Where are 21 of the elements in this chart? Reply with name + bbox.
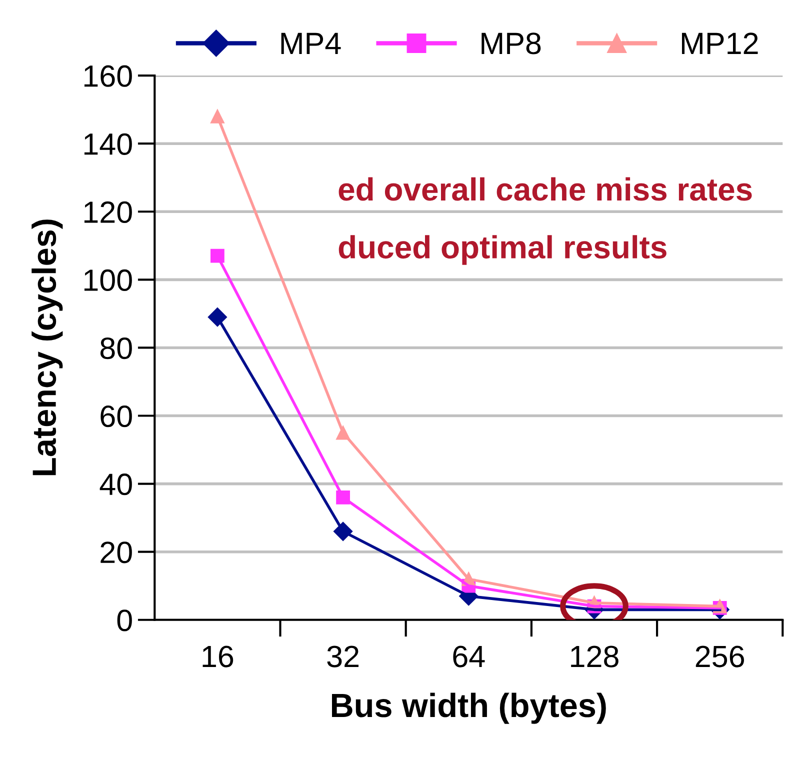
y-tick-label: 40 bbox=[100, 474, 132, 496]
y-tick-label: 0 bbox=[117, 610, 132, 632]
y-tick-label: 160 bbox=[84, 65, 132, 87]
y-tick-label: 120 bbox=[84, 201, 132, 224]
y-tick-label: 100 bbox=[84, 269, 132, 292]
x-tick-label: 256 bbox=[696, 646, 744, 668]
x-tick-label: 64 bbox=[453, 646, 485, 668]
y-axis-title: Latency (cycles) bbox=[32, 220, 63, 476]
legend-label: MP8 bbox=[482, 32, 541, 54]
x-tick-label: 128 bbox=[571, 646, 618, 668]
y-tick-label: 60 bbox=[100, 405, 132, 428]
y-tick-label: 140 bbox=[84, 133, 132, 155]
annotation: ed overall cache miss rates bbox=[338, 177, 752, 201]
x-axis-title: Bus width (bytes) bbox=[332, 692, 606, 724]
y-tick-label: 20 bbox=[100, 542, 132, 564]
x-tick-label: 32 bbox=[327, 646, 359, 668]
x-tick-label: 16 bbox=[202, 646, 234, 668]
y-tick-label: 80 bbox=[100, 337, 132, 360]
legend-label: MP12 bbox=[682, 32, 758, 54]
legend-label: MP4 bbox=[281, 32, 341, 54]
annotation: duced optimal results bbox=[338, 235, 666, 265]
